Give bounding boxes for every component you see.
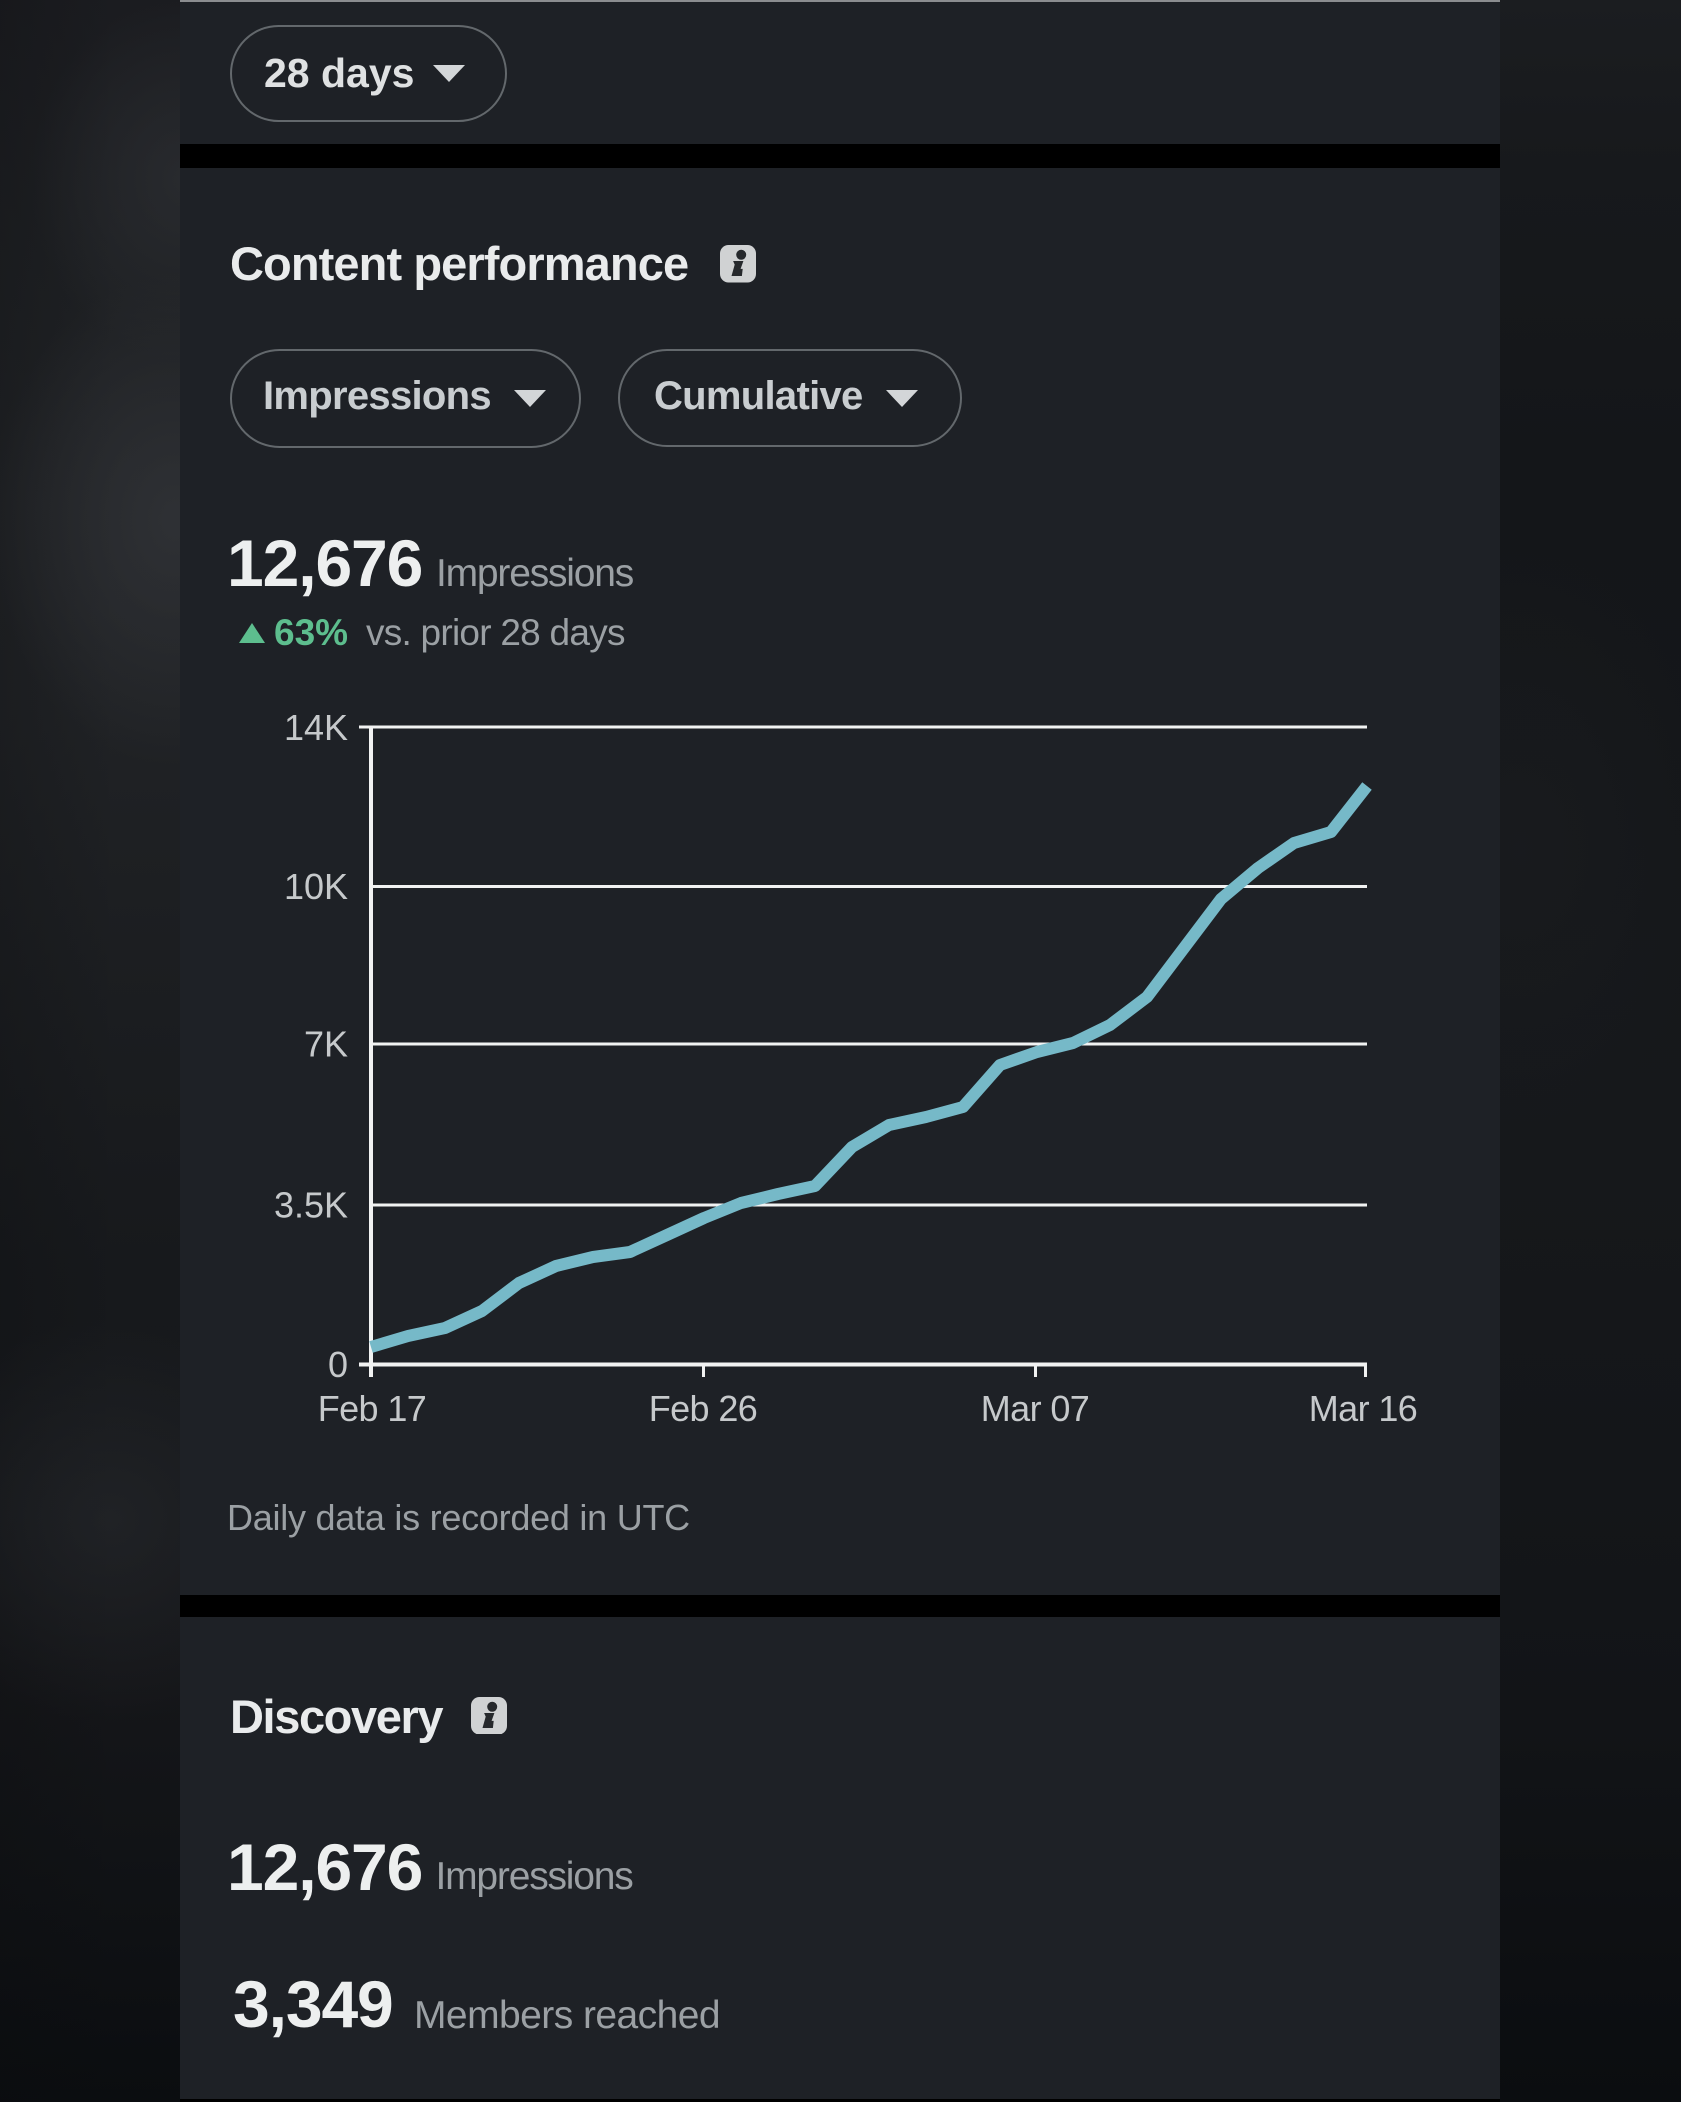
svg-text:Feb 26: Feb 26 bbox=[649, 1388, 757, 1429]
svg-text:Mar 16: Mar 16 bbox=[1309, 1388, 1417, 1429]
svg-text:Feb 17: Feb 17 bbox=[318, 1388, 426, 1429]
svg-text:3.5K: 3.5K bbox=[274, 1185, 348, 1226]
svg-text:0: 0 bbox=[328, 1344, 348, 1385]
svg-text:10K: 10K bbox=[284, 866, 348, 907]
svg-text:7K: 7K bbox=[304, 1024, 348, 1065]
svg-text:Mar 07: Mar 07 bbox=[981, 1388, 1089, 1429]
svg-text:14K: 14K bbox=[284, 707, 348, 748]
